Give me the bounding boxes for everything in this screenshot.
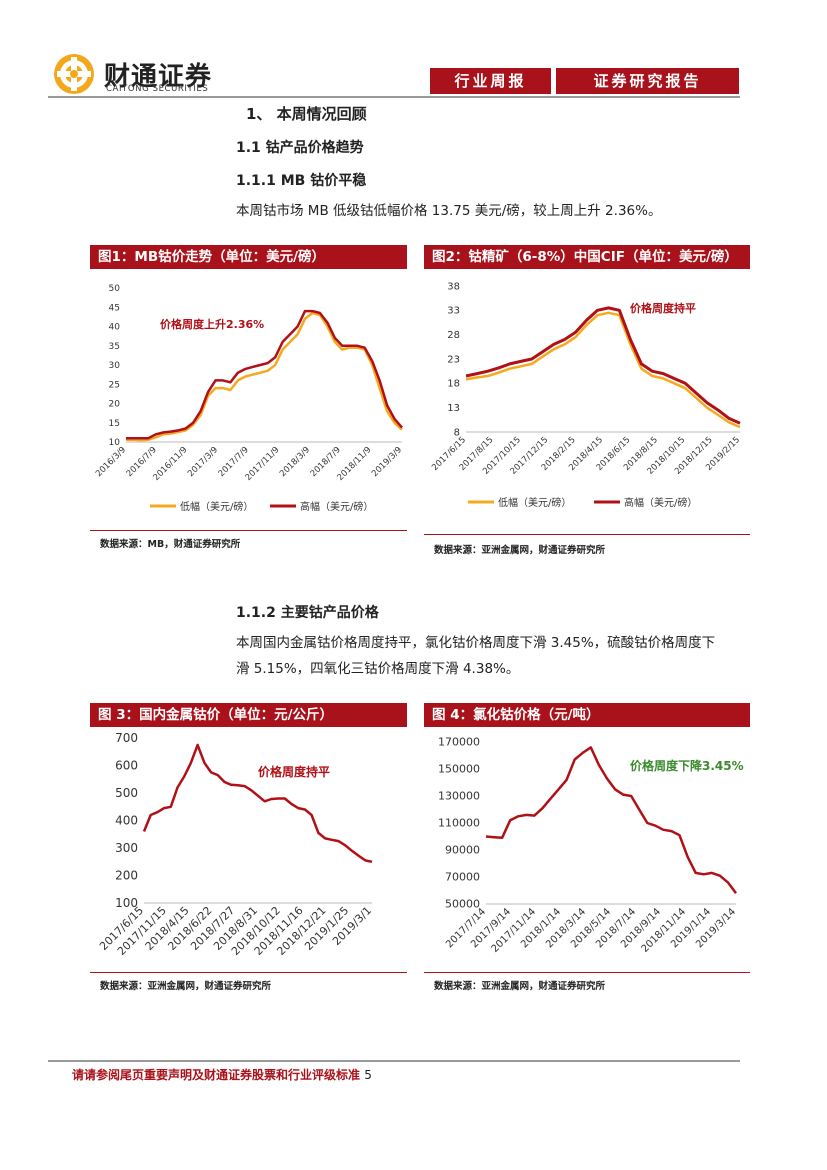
tab-research-report: 证券研究报告 bbox=[556, 68, 739, 94]
series-line-high bbox=[465, 306, 741, 425]
y-tick-label: 18 bbox=[447, 379, 460, 390]
series-line-low bbox=[126, 311, 403, 442]
page-number: 5 bbox=[364, 1068, 372, 1082]
y-tick-label: 90000 bbox=[445, 844, 480, 857]
figure-2-title: 图2：钴精矿（6-8%）中国CIF（单位：美元/磅） bbox=[424, 245, 750, 269]
section-heading: 1、 本周情况回顾 bbox=[246, 105, 367, 123]
y-tick-label: 300 bbox=[115, 841, 138, 855]
y-tick-label: 28 bbox=[447, 330, 460, 341]
y-tick-label: 700 bbox=[115, 731, 138, 745]
y-tick-label: 50000 bbox=[445, 898, 480, 911]
y-tick-label: 25 bbox=[109, 380, 120, 390]
price-change-annotation: 价格周度持平 bbox=[258, 764, 330, 779]
y-tick-label: 50 bbox=[109, 284, 121, 294]
figure-1-rule bbox=[90, 530, 407, 531]
y-tick-label: 33 bbox=[447, 306, 460, 317]
y-tick-label: 100 bbox=[115, 896, 138, 910]
figure-4-source: 数据来源：亚洲金属网，财通证券研究所 bbox=[434, 981, 606, 992]
series-line-high bbox=[126, 309, 403, 440]
y-tick-label: 600 bbox=[115, 759, 138, 773]
figure-1-source: 数据来源：MB，财通证券研究所 bbox=[100, 539, 241, 550]
y-tick-label: 8 bbox=[454, 427, 460, 438]
tab-industry-weekly: 行业周报 bbox=[430, 68, 551, 94]
subsection-heading: 1.1 钴产品价格趋势 bbox=[236, 140, 364, 156]
chart-mb-cobalt-price: 1015202530354045502016/3/92016/7/92016/1… bbox=[94, 284, 404, 513]
footer-disclaimer-text: 请请参阅尾页重要声明及财通证券股票和行业评级标准 bbox=[72, 1068, 361, 1082]
figure-3-title: 图 3：国内金属钴价（单位：元/公斤） bbox=[90, 703, 407, 727]
chart-domestic-cobalt-metal-price: 1002003004005006007002017/6/152017/11/15… bbox=[97, 731, 374, 958]
y-tick-label: 500 bbox=[115, 786, 138, 800]
series-line-low bbox=[465, 311, 741, 429]
chart-cobalt-chloride-price: 5000070000900001100001300001500001700002… bbox=[438, 736, 744, 955]
y-tick-label: 45 bbox=[109, 303, 120, 313]
y-tick-label: 10 bbox=[109, 438, 121, 448]
paragraph-products-line-2: 滑 5.15%，四氧化三钴价格周度下滑 4.38%。 bbox=[236, 661, 520, 677]
footer-disclaimer: 请请参阅尾页重要声明及财通证券股票和行业评级标准 5 bbox=[72, 1066, 372, 1083]
chart-cobalt-concentrate-cif: 81318232833382017/6/152017/8/152017/10/1… bbox=[430, 281, 742, 509]
header-divider bbox=[48, 96, 740, 98]
legend-label: 低幅（美元/磅） bbox=[180, 500, 253, 513]
y-tick-label: 38 bbox=[447, 281, 460, 292]
y-tick-label: 20 bbox=[109, 400, 121, 410]
paragraph-mb-price: 本周钴市场 MB 低级钴低幅价格 13.75 美元/磅，较上周上升 2.36%。 bbox=[236, 203, 662, 219]
subsubsection-heading-mb: 1.1.1 MB 钴价平稳 bbox=[236, 173, 367, 189]
legend-label: 高幅（美元/磅） bbox=[624, 496, 697, 509]
figure-1-title: 图1：MB钴价走势（单位：美元/磅） bbox=[90, 245, 407, 269]
price-change-annotation: 价格周度持平 bbox=[630, 301, 696, 315]
figure-4-rule bbox=[424, 972, 750, 973]
figure-2-rule bbox=[424, 534, 750, 535]
y-tick-label: 150000 bbox=[438, 763, 480, 776]
y-tick-label: 23 bbox=[447, 354, 460, 365]
y-tick-label: 40 bbox=[109, 323, 121, 333]
y-tick-label: 400 bbox=[115, 814, 138, 828]
brand-name-en: CAITONG SECURITIES bbox=[106, 84, 209, 94]
series-line-price bbox=[142, 743, 373, 864]
caitong-logo-icon bbox=[54, 54, 94, 94]
footer-divider bbox=[48, 1060, 740, 1062]
x-tick-label: 2016/3/9 bbox=[94, 445, 128, 479]
legend-label: 低幅（美元/磅） bbox=[498, 496, 571, 509]
y-tick-label: 13 bbox=[447, 403, 460, 414]
y-tick-label: 200 bbox=[115, 869, 138, 883]
x-tick-label: 2017/3/9 bbox=[186, 445, 220, 479]
figure-4-title: 图 4：氯化钴价格（元/吨） bbox=[424, 703, 750, 727]
y-tick-label: 170000 bbox=[438, 736, 480, 749]
figure-3-rule bbox=[90, 972, 407, 973]
figure-3-source: 数据来源：亚洲金属网，财通证券研究所 bbox=[100, 981, 272, 992]
price-change-annotation: 价格周度下降3.45% bbox=[630, 758, 744, 773]
paragraph-products-line-1: 本周国内金属钴价格周度持平，氯化钴价格周度下滑 3.45%，硫酸钴价格周度下 bbox=[236, 635, 716, 651]
price-change-annotation: 价格周度上升2.36% bbox=[160, 317, 264, 331]
y-tick-label: 30 bbox=[109, 361, 121, 371]
x-tick-label: 2019/3/9 bbox=[370, 445, 404, 479]
brand-name-cn: 财通证券 bbox=[104, 62, 213, 92]
x-tick-label: 2018/3/9 bbox=[278, 445, 312, 479]
figure-2-source: 数据来源：亚洲金属网，财通证券研究所 bbox=[434, 545, 606, 556]
series-line-price bbox=[485, 746, 737, 894]
y-tick-label: 130000 bbox=[438, 790, 480, 803]
subsubsection-heading-products: 1.1.2 主要钴产品价格 bbox=[236, 605, 379, 621]
y-tick-label: 15 bbox=[109, 419, 120, 429]
y-tick-label: 110000 bbox=[438, 817, 480, 830]
y-tick-label: 70000 bbox=[445, 871, 480, 884]
legend-label: 高幅（美元/磅） bbox=[300, 500, 373, 513]
y-tick-label: 35 bbox=[109, 342, 120, 352]
